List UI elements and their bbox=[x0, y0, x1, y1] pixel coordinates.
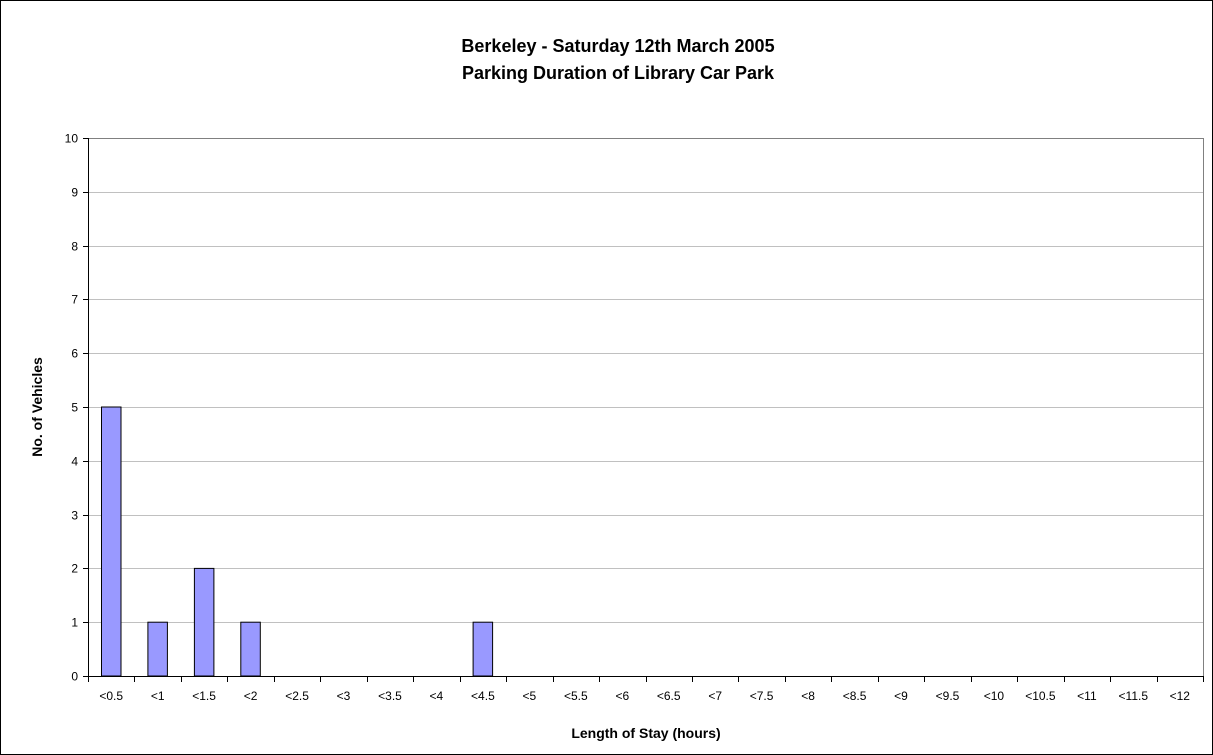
y-tick-label: 3 bbox=[71, 509, 78, 523]
x-tick-label: <10.5 bbox=[1025, 689, 1056, 703]
x-tick-labels: <0.5 <1 <1.5 <2 <2.5 <3 <3.5 <4 <4.5 <5 <5.5 <6 <6.5… bbox=[99, 689, 1190, 703]
x-tick-label: <6.5 bbox=[657, 689, 681, 703]
y-tick-labels: 0 1 2 3 4 5 6 7 8 9 10 bbox=[65, 132, 79, 684]
x-tick-label: <2.5 bbox=[285, 689, 309, 703]
chart-title: Berkeley - Saturday 12th March 2005 bbox=[461, 36, 774, 56]
x-tick-label: <3 bbox=[337, 689, 351, 703]
x-tick-label: <12 bbox=[1170, 689, 1191, 703]
x-tick-label: <4.5 bbox=[471, 689, 495, 703]
bar bbox=[472, 621, 494, 677]
y-tick-label: 5 bbox=[71, 401, 78, 415]
x-tick-label: <0.5 bbox=[99, 689, 123, 703]
x-tick-label: <1 bbox=[151, 689, 165, 703]
x-tick-label: <5 bbox=[523, 689, 537, 703]
axes bbox=[83, 138, 1204, 682]
y-tick-label: 1 bbox=[71, 616, 78, 630]
y-tick-label: 7 bbox=[71, 293, 78, 307]
x-tick-label: <7 bbox=[708, 689, 722, 703]
y-tick-label: 4 bbox=[71, 455, 78, 469]
x-tick-label: <9.5 bbox=[936, 689, 960, 703]
x-tick-label: <7.5 bbox=[750, 689, 774, 703]
x-tick-label: <5.5 bbox=[564, 689, 588, 703]
chart-subtitle: Parking Duration of Library Car Park bbox=[462, 63, 775, 83]
bar bbox=[193, 567, 215, 677]
x-tick-label: <9 bbox=[894, 689, 908, 703]
x-tick-label: <10 bbox=[984, 689, 1005, 703]
y-tick-label: 0 bbox=[71, 670, 78, 684]
x-tick-label: <8.5 bbox=[843, 689, 867, 703]
y-tick-label: 10 bbox=[65, 132, 79, 146]
x-axis-title: Length of Stay (hours) bbox=[571, 725, 720, 741]
bar bbox=[101, 406, 122, 677]
y-tick-label: 6 bbox=[71, 347, 78, 361]
y-tick-label: 8 bbox=[71, 240, 78, 254]
x-tick-label: <11.5 bbox=[1119, 689, 1149, 703]
bars bbox=[101, 406, 494, 677]
x-tick-label: <2 bbox=[244, 689, 258, 703]
y-axis-title: No. of Vehicles bbox=[29, 357, 45, 457]
x-tick-label: <11 bbox=[1077, 689, 1097, 703]
x-tick-label: <3.5 bbox=[378, 689, 402, 703]
x-tick-label: <8 bbox=[801, 689, 815, 703]
y-tick-label: 9 bbox=[71, 186, 78, 200]
y-tick-label: 2 bbox=[71, 562, 78, 576]
bar bbox=[147, 621, 168, 677]
x-tick-label: <1.5 bbox=[192, 689, 216, 703]
x-tick-label: <4 bbox=[430, 689, 444, 703]
bar bbox=[240, 621, 261, 677]
x-tick-label: <6 bbox=[615, 689, 629, 703]
